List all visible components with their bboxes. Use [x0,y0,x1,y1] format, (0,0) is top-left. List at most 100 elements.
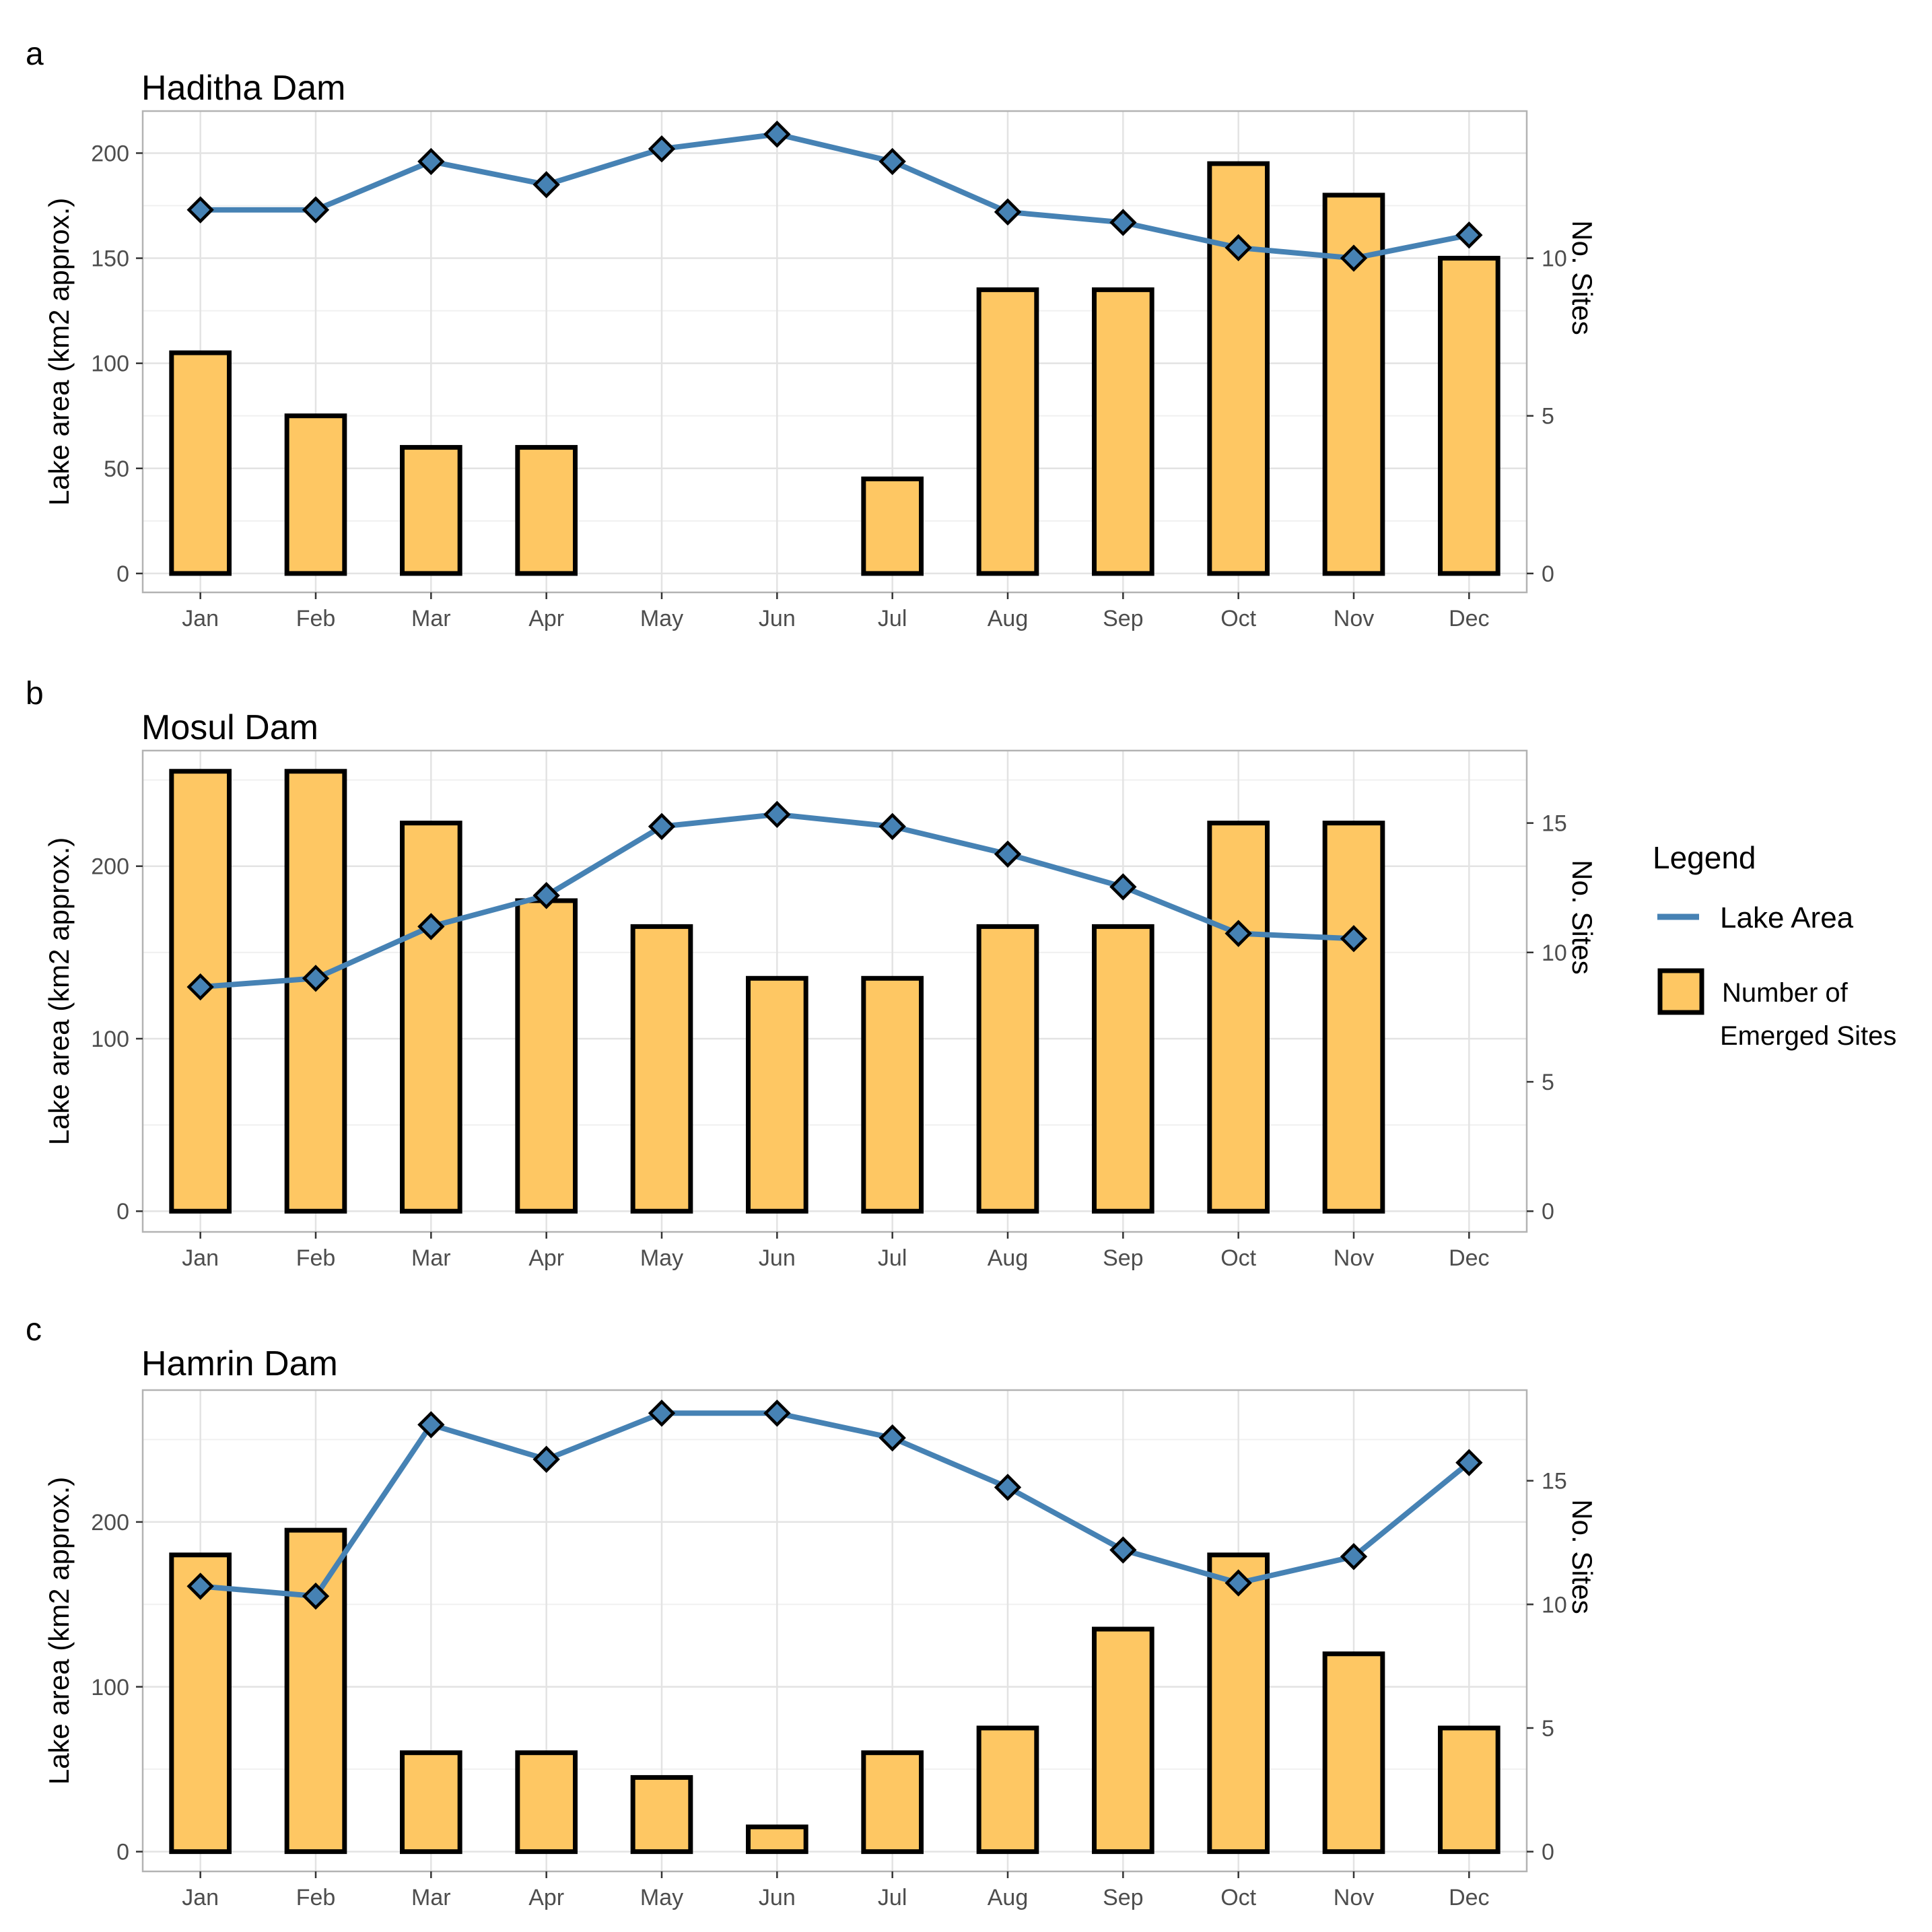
y-tick-label: 0 [116,561,129,587]
x-tick-label: Jan [182,1245,219,1271]
lake-area-point-nov [1340,244,1368,272]
lake-area-point-jul [878,813,906,840]
x-tick-label: Sep [1103,606,1144,631]
plot-border [141,749,1528,1233]
bar-may [630,1774,693,1855]
lake-area-point-feb [302,965,330,992]
panel-title: Hamrin Dam [141,1344,338,1383]
x-tick-label: Jul [878,1245,907,1271]
lake-area-point-may [648,135,676,163]
bar-mar [400,445,462,576]
lake-area-point-jan [186,1573,214,1600]
lake-area-point-jun [763,120,791,148]
x-tick-label: Feb [296,1245,336,1271]
y-tick-label: 200 [91,1510,129,1536]
plot-background [143,1390,1527,1871]
x-tick-label: Apr [528,1885,564,1910]
bar-dec [1438,1725,1500,1855]
x-tick-label: May [640,1885,683,1910]
x-tick-label: Mar [411,1245,451,1271]
plot-border [141,1389,1528,1873]
bar-feb [284,1527,347,1855]
x-tick-label: May [640,1245,683,1271]
x-tick-label: Feb [296,1885,336,1910]
bar-feb [284,413,347,576]
y2-tick-label: 15 [1542,811,1567,837]
lake-area-point-jul [878,1424,906,1452]
lake-area-point-jan [186,196,214,223]
lake-area-point-oct [1224,1569,1252,1597]
bar-apr [515,1750,578,1855]
x-tick-label: Jul [878,1885,907,1910]
legend: Legend Lake Area Number of Emerged Sites [1653,840,1896,1051]
x-tick-label: Jan [182,1885,219,1910]
lake-area-point-apr [532,171,560,199]
legend-bar-key [1657,968,1704,1015]
y-tick-label: 100 [91,351,129,377]
y-tick-label: 0 [116,1199,129,1224]
y2-tick-label: 0 [1542,561,1554,587]
x-tick-label: Jan [182,606,219,631]
bar-jan [169,350,232,576]
lake-area-point-mar [417,1411,445,1439]
y-tick-label: 100 [91,1675,129,1700]
bar-dec [1438,256,1500,576]
x-tick-label: Oct [1220,1245,1256,1271]
lake-area-point-jun [763,1400,791,1427]
bar-jul [861,975,924,1214]
lake-area-point-sep [1109,873,1137,901]
lake-area-point-jun [763,800,791,829]
y2-tick-label: 10 [1542,1592,1567,1618]
x-tick-label: Mar [411,1885,451,1910]
bar-mar [400,821,462,1214]
bar-oct [1207,1552,1270,1855]
panel-tag: b [26,676,44,712]
panel-b: b Mosul Dam 0 100 200 0 5 10 15 Jan Feb Mar Apr May Ju… [26,676,1598,1271]
y2-tick-label: 10 [1542,246,1567,272]
lake-area-point-may [648,1400,676,1427]
lake-area-point-aug [994,840,1022,868]
bar-oct [1207,821,1270,1214]
panel-tag: a [26,36,44,72]
x-tick-label: May [640,606,683,631]
lake-area-point-feb [302,196,330,223]
lake-area-point-apr [532,882,560,909]
x-tick-label: Feb [296,606,336,631]
bar-sep [1092,924,1154,1214]
y2-tick-label: 0 [1542,1199,1554,1224]
x-tick-label: Dec [1449,1245,1489,1271]
legend-bar-label-line2: Emerged Sites [1720,1021,1896,1051]
x-tick-label: Mar [411,606,451,631]
y2-axis-title: No. Sites [1566,1499,1598,1614]
y2-tick-label: 0 [1542,1840,1554,1865]
legend-line-label: Lake Area [1720,901,1854,934]
plot-background [143,751,1527,1232]
x-tick-label: Jun [759,606,796,631]
bar-sep [1092,287,1154,576]
y2-tick-label: 5 [1542,404,1554,429]
lake-area-point-sep [1109,1536,1137,1564]
lake-area-point-aug [994,198,1022,226]
y-tick-label: 200 [91,854,129,880]
panel-a: a Haditha Dam 0 50 100 150 200 0 5 10 Jan Feb Mar Apr… [26,36,1598,631]
x-tick-label: Oct [1220,1885,1256,1910]
lake-area-point-apr [532,1445,560,1474]
y-tick-label: 150 [91,246,129,272]
bar-jun [746,1824,808,1855]
y-tick-label: 200 [91,141,129,166]
y-tick-label: 0 [116,1840,129,1865]
lake-area-point-may [648,813,676,840]
bar-sep [1092,1626,1154,1855]
legend-bar-label-line1: Number of [1722,978,1849,1008]
lake-area-point-oct [1224,234,1252,262]
bar-jul [861,476,924,576]
x-tick-label: Nov [1334,1885,1374,1910]
x-tick-label: Dec [1449,1885,1489,1910]
bar-aug [976,924,1039,1214]
lake-area-point-aug [994,1474,1022,1501]
bar-apr [515,445,578,576]
y2-axis-title: No. Sites [1566,220,1598,335]
bar-mar [400,1750,462,1855]
x-tick-label: Nov [1334,606,1374,631]
